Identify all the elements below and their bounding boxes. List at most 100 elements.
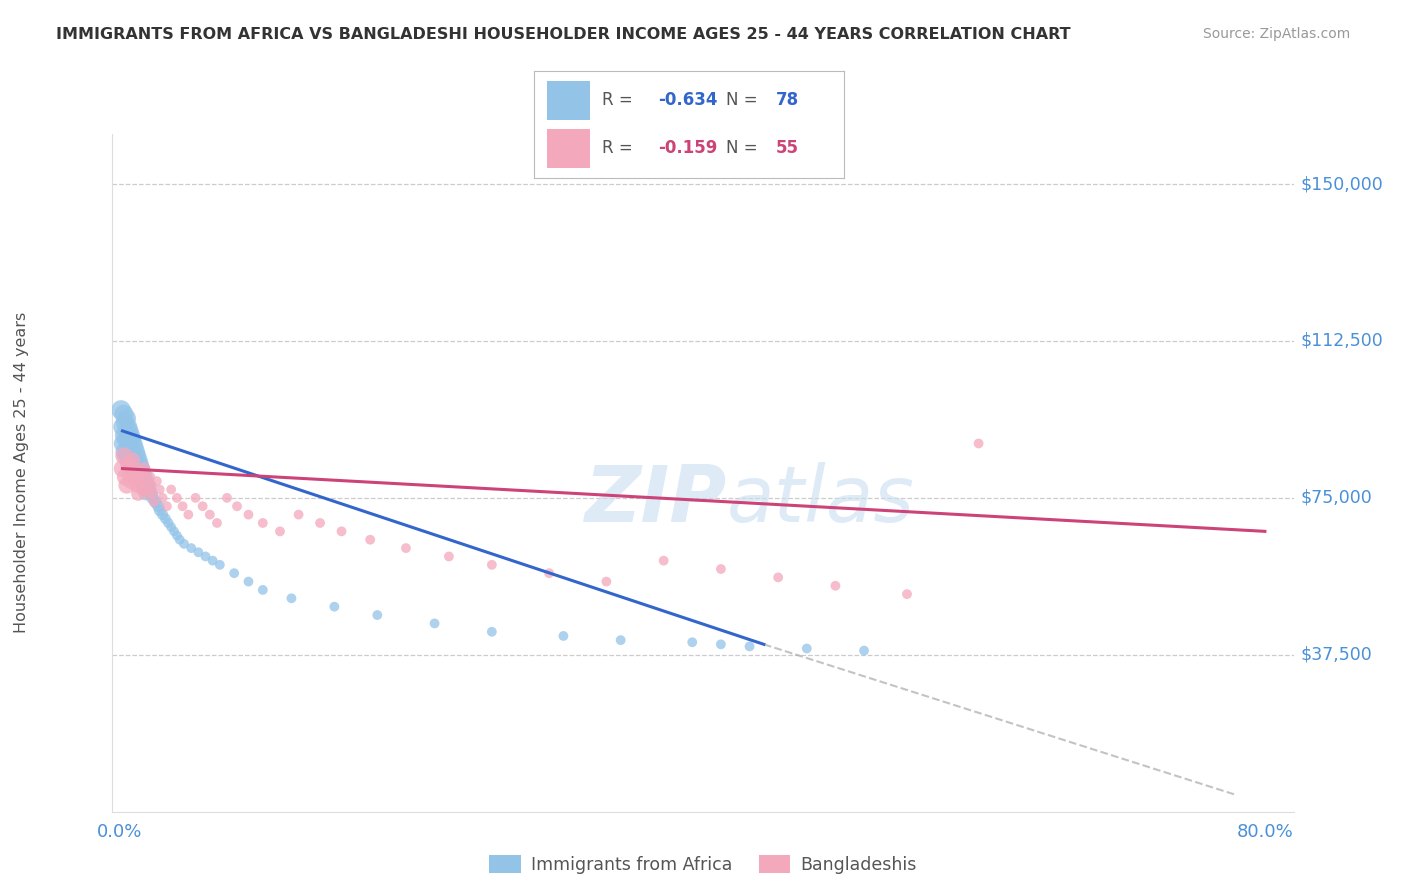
Point [111, 419, 134, 434]
Point [139, 486, 162, 500]
Point [122, 461, 145, 475]
Point [169, 533, 191, 547]
Point [121, 453, 143, 467]
Point [238, 508, 260, 522]
Legend: Immigrants from Africa, Bangladeshis: Immigrants from Africa, Bangladeshis [482, 848, 924, 881]
Point [201, 554, 224, 568]
Point [143, 495, 166, 509]
Point [125, 445, 148, 459]
Point [134, 470, 156, 484]
Point [208, 558, 231, 572]
Point [125, 461, 148, 475]
Point [252, 582, 274, 597]
Point [681, 635, 703, 649]
Point [142, 486, 165, 500]
Point [215, 491, 238, 505]
Text: $150,000: $150,000 [1301, 175, 1384, 193]
Point [134, 470, 156, 484]
Point [155, 512, 177, 526]
Text: ZIP: ZIP [585, 462, 727, 538]
Point [280, 591, 302, 606]
Point [115, 411, 138, 425]
Point [481, 558, 503, 572]
Point [117, 419, 139, 434]
Point [139, 478, 162, 492]
Point [136, 478, 159, 492]
Point [226, 500, 249, 514]
Point [142, 491, 165, 505]
Point [173, 537, 195, 551]
Point [896, 587, 918, 601]
Point [135, 474, 157, 488]
Point [138, 470, 160, 484]
Point [115, 428, 138, 442]
Point [166, 528, 188, 542]
Point [122, 453, 145, 467]
Point [114, 470, 136, 484]
Point [205, 516, 228, 530]
Point [120, 461, 142, 475]
Point [145, 495, 167, 509]
Point [136, 486, 159, 500]
Point [796, 641, 818, 656]
Text: Householder Income Ages 25 - 44 years: Householder Income Ages 25 - 44 years [14, 312, 28, 633]
Point [395, 541, 418, 555]
Point [853, 643, 876, 657]
Text: -0.159: -0.159 [658, 139, 717, 157]
Point [172, 500, 194, 514]
Point [148, 500, 170, 514]
Point [117, 458, 139, 472]
Text: R =: R = [602, 139, 633, 157]
Point [131, 483, 153, 497]
Point [124, 441, 146, 455]
Point [112, 407, 135, 421]
Point [157, 516, 180, 530]
Point [710, 562, 733, 576]
Point [131, 461, 153, 475]
Point [652, 554, 675, 568]
Point [114, 416, 136, 430]
Text: N =: N = [725, 91, 758, 109]
Text: atlas: atlas [727, 462, 914, 538]
Point [323, 599, 346, 614]
Point [824, 579, 846, 593]
Point [111, 461, 134, 475]
Point [152, 508, 174, 522]
Point [149, 503, 172, 517]
Point [122, 470, 145, 484]
Point [128, 466, 150, 480]
Point [481, 624, 503, 639]
Point [118, 424, 141, 438]
Point [122, 436, 145, 450]
Point [187, 545, 209, 559]
Point [134, 486, 156, 500]
Point [309, 516, 332, 530]
Text: 78: 78 [776, 91, 799, 109]
Point [121, 449, 143, 463]
Point [163, 524, 186, 539]
Point [595, 574, 617, 589]
Point [124, 470, 146, 484]
Point [194, 549, 217, 564]
Text: Source: ZipAtlas.com: Source: ZipAtlas.com [1202, 27, 1350, 41]
Point [112, 449, 135, 463]
Point [191, 500, 214, 514]
Point [423, 616, 446, 631]
Point [115, 445, 138, 459]
Point [269, 524, 291, 539]
Point [111, 436, 134, 450]
Point [120, 445, 142, 459]
Point [128, 470, 150, 484]
Point [128, 453, 150, 467]
Point [146, 474, 169, 488]
Point [359, 533, 381, 547]
Point [132, 483, 155, 497]
Point [437, 549, 460, 564]
Point [135, 478, 157, 492]
Point [156, 500, 179, 514]
Point [131, 478, 153, 492]
Point [177, 508, 200, 522]
Text: $75,000: $75,000 [1301, 489, 1372, 507]
Point [224, 566, 246, 581]
Point [198, 508, 221, 522]
